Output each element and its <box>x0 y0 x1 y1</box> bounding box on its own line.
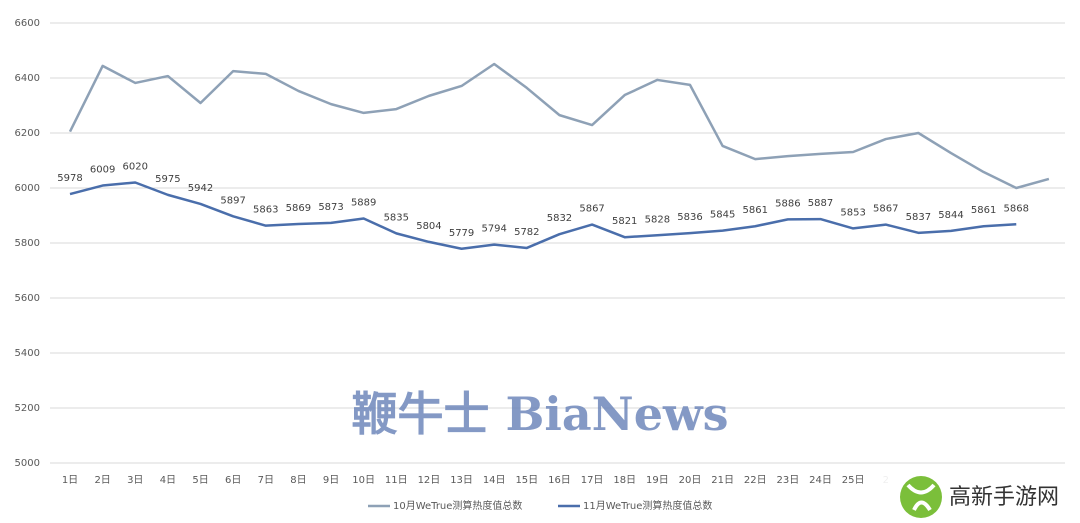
x-tick-label: 1日 <box>62 475 78 486</box>
x-tick-label: 21日 <box>711 475 734 486</box>
data-label: 5828 <box>645 214 670 225</box>
x-tick-label: 9日 <box>323 475 339 486</box>
legend-label: 11月WeTrue测算热度值总数 <box>583 499 712 512</box>
y-tick-label: 6600 <box>15 18 40 29</box>
data-label: 5853 <box>840 207 865 218</box>
x-tick-label: 10日 <box>352 475 375 486</box>
data-label: 5975 <box>155 174 180 185</box>
data-label: 5844 <box>938 210 963 221</box>
data-label: 6009 <box>90 165 115 176</box>
logo-icon <box>900 476 942 518</box>
legend-label: 10月WeTrue测算热度值总数 <box>393 499 522 512</box>
data-label: 5867 <box>873 204 898 215</box>
y-tick-label: 6000 <box>15 183 40 194</box>
data-label: 5836 <box>677 212 702 223</box>
y-tick-label: 5000 <box>15 458 40 469</box>
data-label: 5832 <box>547 213 572 224</box>
data-label: 5837 <box>906 212 931 223</box>
data-label: 5821 <box>612 216 637 227</box>
logo-icon-mark <box>906 483 936 512</box>
y-tick-label: 6400 <box>15 73 40 84</box>
data-label: 5978 <box>57 173 82 184</box>
x-tick-label: 18日 <box>613 475 636 486</box>
data-label: 5835 <box>384 212 409 223</box>
data-label: 5861 <box>743 205 768 216</box>
data-label: 5779 <box>449 228 474 239</box>
x-tick-label: 2日 <box>94 475 110 486</box>
watermark: 鞭牛士 BiaNews <box>352 387 729 441</box>
data-label: 5889 <box>351 198 376 209</box>
x-tick-label: 3日 <box>127 475 143 486</box>
x-tick-label: 22日 <box>744 475 767 486</box>
y-tick-label: 5400 <box>15 348 40 359</box>
y-tick-label: 5800 <box>15 238 40 249</box>
data-label: 5942 <box>188 183 213 194</box>
x-tick-label: 5日 <box>192 475 208 486</box>
logo-text: 高新手游网 <box>949 485 1059 510</box>
x-tick-label: 8日 <box>290 475 306 486</box>
data-label: 5887 <box>808 198 833 209</box>
x-tick-label: 16日 <box>548 475 571 486</box>
x-tick-label: 17日 <box>581 475 604 486</box>
series-line <box>69 181 1017 251</box>
data-label: 5804 <box>416 221 441 232</box>
plot: 5000 5200 5400 5600 5800 6000 6200 6400 6600 1日 2日… <box>15 18 1065 512</box>
x-tick-label: 23日 <box>776 475 799 486</box>
x-tick-label: 25日 <box>842 475 865 486</box>
data-label: 5868 <box>1004 203 1029 214</box>
data-label: 5869 <box>286 203 311 214</box>
y-tick-label: 5200 <box>15 403 40 414</box>
data-label: 6020 <box>123 162 148 173</box>
x-tick-label: 15日 <box>515 475 538 486</box>
data-label: 5897 <box>220 195 245 206</box>
x-tick-label: 4日 <box>160 475 176 486</box>
data-label: 5782 <box>514 227 539 238</box>
y-tick-label: 6200 <box>15 128 40 139</box>
data-label: 5794 <box>481 224 506 235</box>
logo: 高新手游网 <box>880 470 1080 523</box>
y-tick-label: 5600 <box>15 293 40 304</box>
data-label: 5861 <box>971 205 996 216</box>
x-tick-label: 7日 <box>258 475 274 486</box>
data-label: 5873 <box>318 202 343 213</box>
x-tick-label: 6日 <box>225 475 241 486</box>
x-tick-label: 12日 <box>418 475 441 486</box>
data-label: 5867 <box>579 204 604 215</box>
x-tick-label: 20日 <box>679 475 702 486</box>
x-tick-label: 11日 <box>385 475 408 486</box>
x-tick-label: 14日 <box>483 475 506 486</box>
series-line <box>68 62 1050 190</box>
data-label: 5886 <box>775 198 800 209</box>
x-tick-label: 24日 <box>809 475 832 486</box>
x-tick-label: 19日 <box>646 475 669 486</box>
x-tick-label: 13日 <box>450 475 473 486</box>
data-label: 5863 <box>253 205 278 216</box>
data-label: 5845 <box>710 210 735 221</box>
